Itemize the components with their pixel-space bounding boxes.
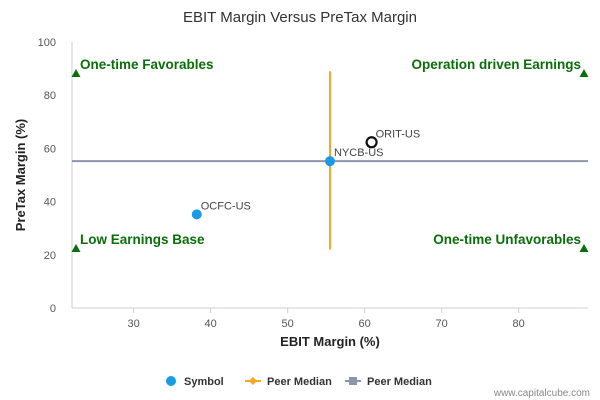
- legend-item-label: Symbol: [184, 376, 224, 388]
- data-point-marker[interactable]: [365, 136, 378, 149]
- legend-item-label: Peer Median: [267, 376, 332, 388]
- quadrant-label: One-time Unfavorables: [433, 232, 581, 247]
- y-tick-label: 100: [38, 37, 56, 49]
- axes: 30 40 50 60 70 80 0 20 40 60 80 100: [38, 37, 588, 330]
- chart-title: EBIT Margin Versus PreTax Margin: [183, 9, 417, 26]
- data-point-marker[interactable]: [325, 156, 335, 167]
- x-tick-label: 60: [359, 318, 371, 330]
- quadrant-label: Operation driven Earnings: [411, 57, 581, 72]
- x-tick-label: 70: [436, 318, 448, 330]
- x-tick-label: 50: [282, 318, 294, 330]
- data-point-label: NYCB-US: [334, 147, 384, 159]
- triangle-marker-icon: [71, 244, 81, 252]
- legend-square-icon: [349, 377, 357, 385]
- legend-circle-icon: [166, 376, 176, 386]
- quadrant-label: Low Earnings Base: [80, 232, 205, 247]
- triangle-marker-icon: [579, 244, 589, 252]
- legend-diamond-icon: [249, 377, 257, 385]
- y-tick-label: 60: [44, 143, 56, 155]
- y-axis-label: PreTax Margin (%): [13, 119, 28, 231]
- data-points: OCFC-US NYCB-US ORIT-US: [191, 128, 421, 220]
- y-tick-label: 0: [50, 303, 56, 315]
- credit-text: www.capitalcube.com: [493, 388, 590, 399]
- y-tick-label: 40: [44, 197, 56, 209]
- triangle-marker-icon: [579, 69, 589, 77]
- x-tick-label: 30: [127, 318, 139, 330]
- x-tick-label: 40: [205, 318, 217, 330]
- data-point-marker[interactable]: [191, 209, 202, 220]
- y-tick-label: 80: [44, 90, 56, 102]
- quadrant-labels: One-time Favorables Operation driven Earn…: [71, 57, 589, 252]
- x-axis-label: EBIT Margin (%): [280, 334, 380, 349]
- legend: Symbol Peer Median Peer Median: [166, 376, 432, 388]
- legend-item-label: Peer Median: [367, 376, 432, 388]
- x-tick-label: 80: [513, 318, 525, 330]
- data-point-label: ORIT-US: [376, 128, 421, 140]
- data-point-label: OCFC-US: [201, 200, 251, 212]
- y-tick-label: 20: [44, 250, 56, 262]
- quadrant-label: One-time Favorables: [80, 57, 214, 72]
- triangle-marker-icon: [71, 69, 81, 77]
